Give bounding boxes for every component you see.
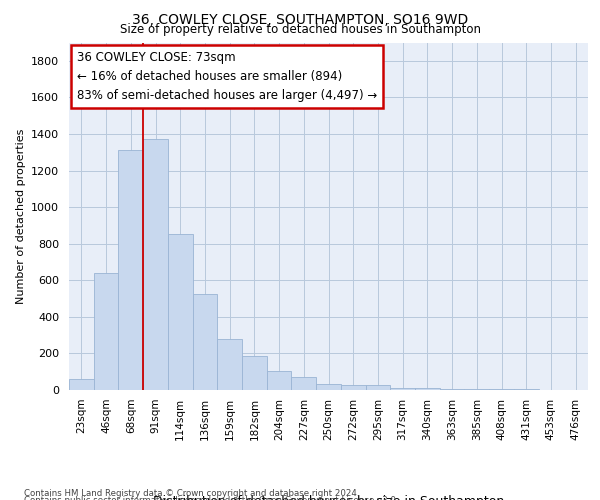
Bar	[365, 386, 390, 390]
Y-axis label: Number of detached properties: Number of detached properties	[16, 128, 26, 304]
Text: Size of property relative to detached houses in Southampton: Size of property relative to detached ho…	[119, 24, 481, 36]
Bar	[440, 389, 464, 390]
Text: Contains public sector information licensed under the Open Government Licence v3: Contains public sector information licen…	[24, 496, 398, 500]
Bar	[267, 371, 292, 390]
Bar	[143, 138, 168, 390]
Bar	[118, 150, 143, 390]
Bar	[242, 356, 267, 390]
Bar	[217, 339, 242, 390]
X-axis label: Distribution of detached houses by size in Southampton: Distribution of detached houses by size …	[153, 496, 504, 500]
Bar	[69, 379, 94, 390]
Bar	[390, 388, 415, 390]
Bar	[94, 273, 118, 390]
Text: 36 COWLEY CLOSE: 73sqm
← 16% of detached houses are smaller (894)
83% of semi-de: 36 COWLEY CLOSE: 73sqm ← 16% of detached…	[77, 51, 377, 102]
Bar	[415, 388, 440, 390]
Bar	[292, 377, 316, 390]
Bar	[316, 384, 341, 390]
Bar	[168, 234, 193, 390]
Text: Contains HM Land Registry data © Crown copyright and database right 2024.: Contains HM Land Registry data © Crown c…	[24, 488, 359, 498]
Bar	[464, 389, 489, 390]
Text: 36, COWLEY CLOSE, SOUTHAMPTON, SO16 9WD: 36, COWLEY CLOSE, SOUTHAMPTON, SO16 9WD	[132, 12, 468, 26]
Bar	[193, 294, 217, 390]
Bar	[341, 384, 365, 390]
